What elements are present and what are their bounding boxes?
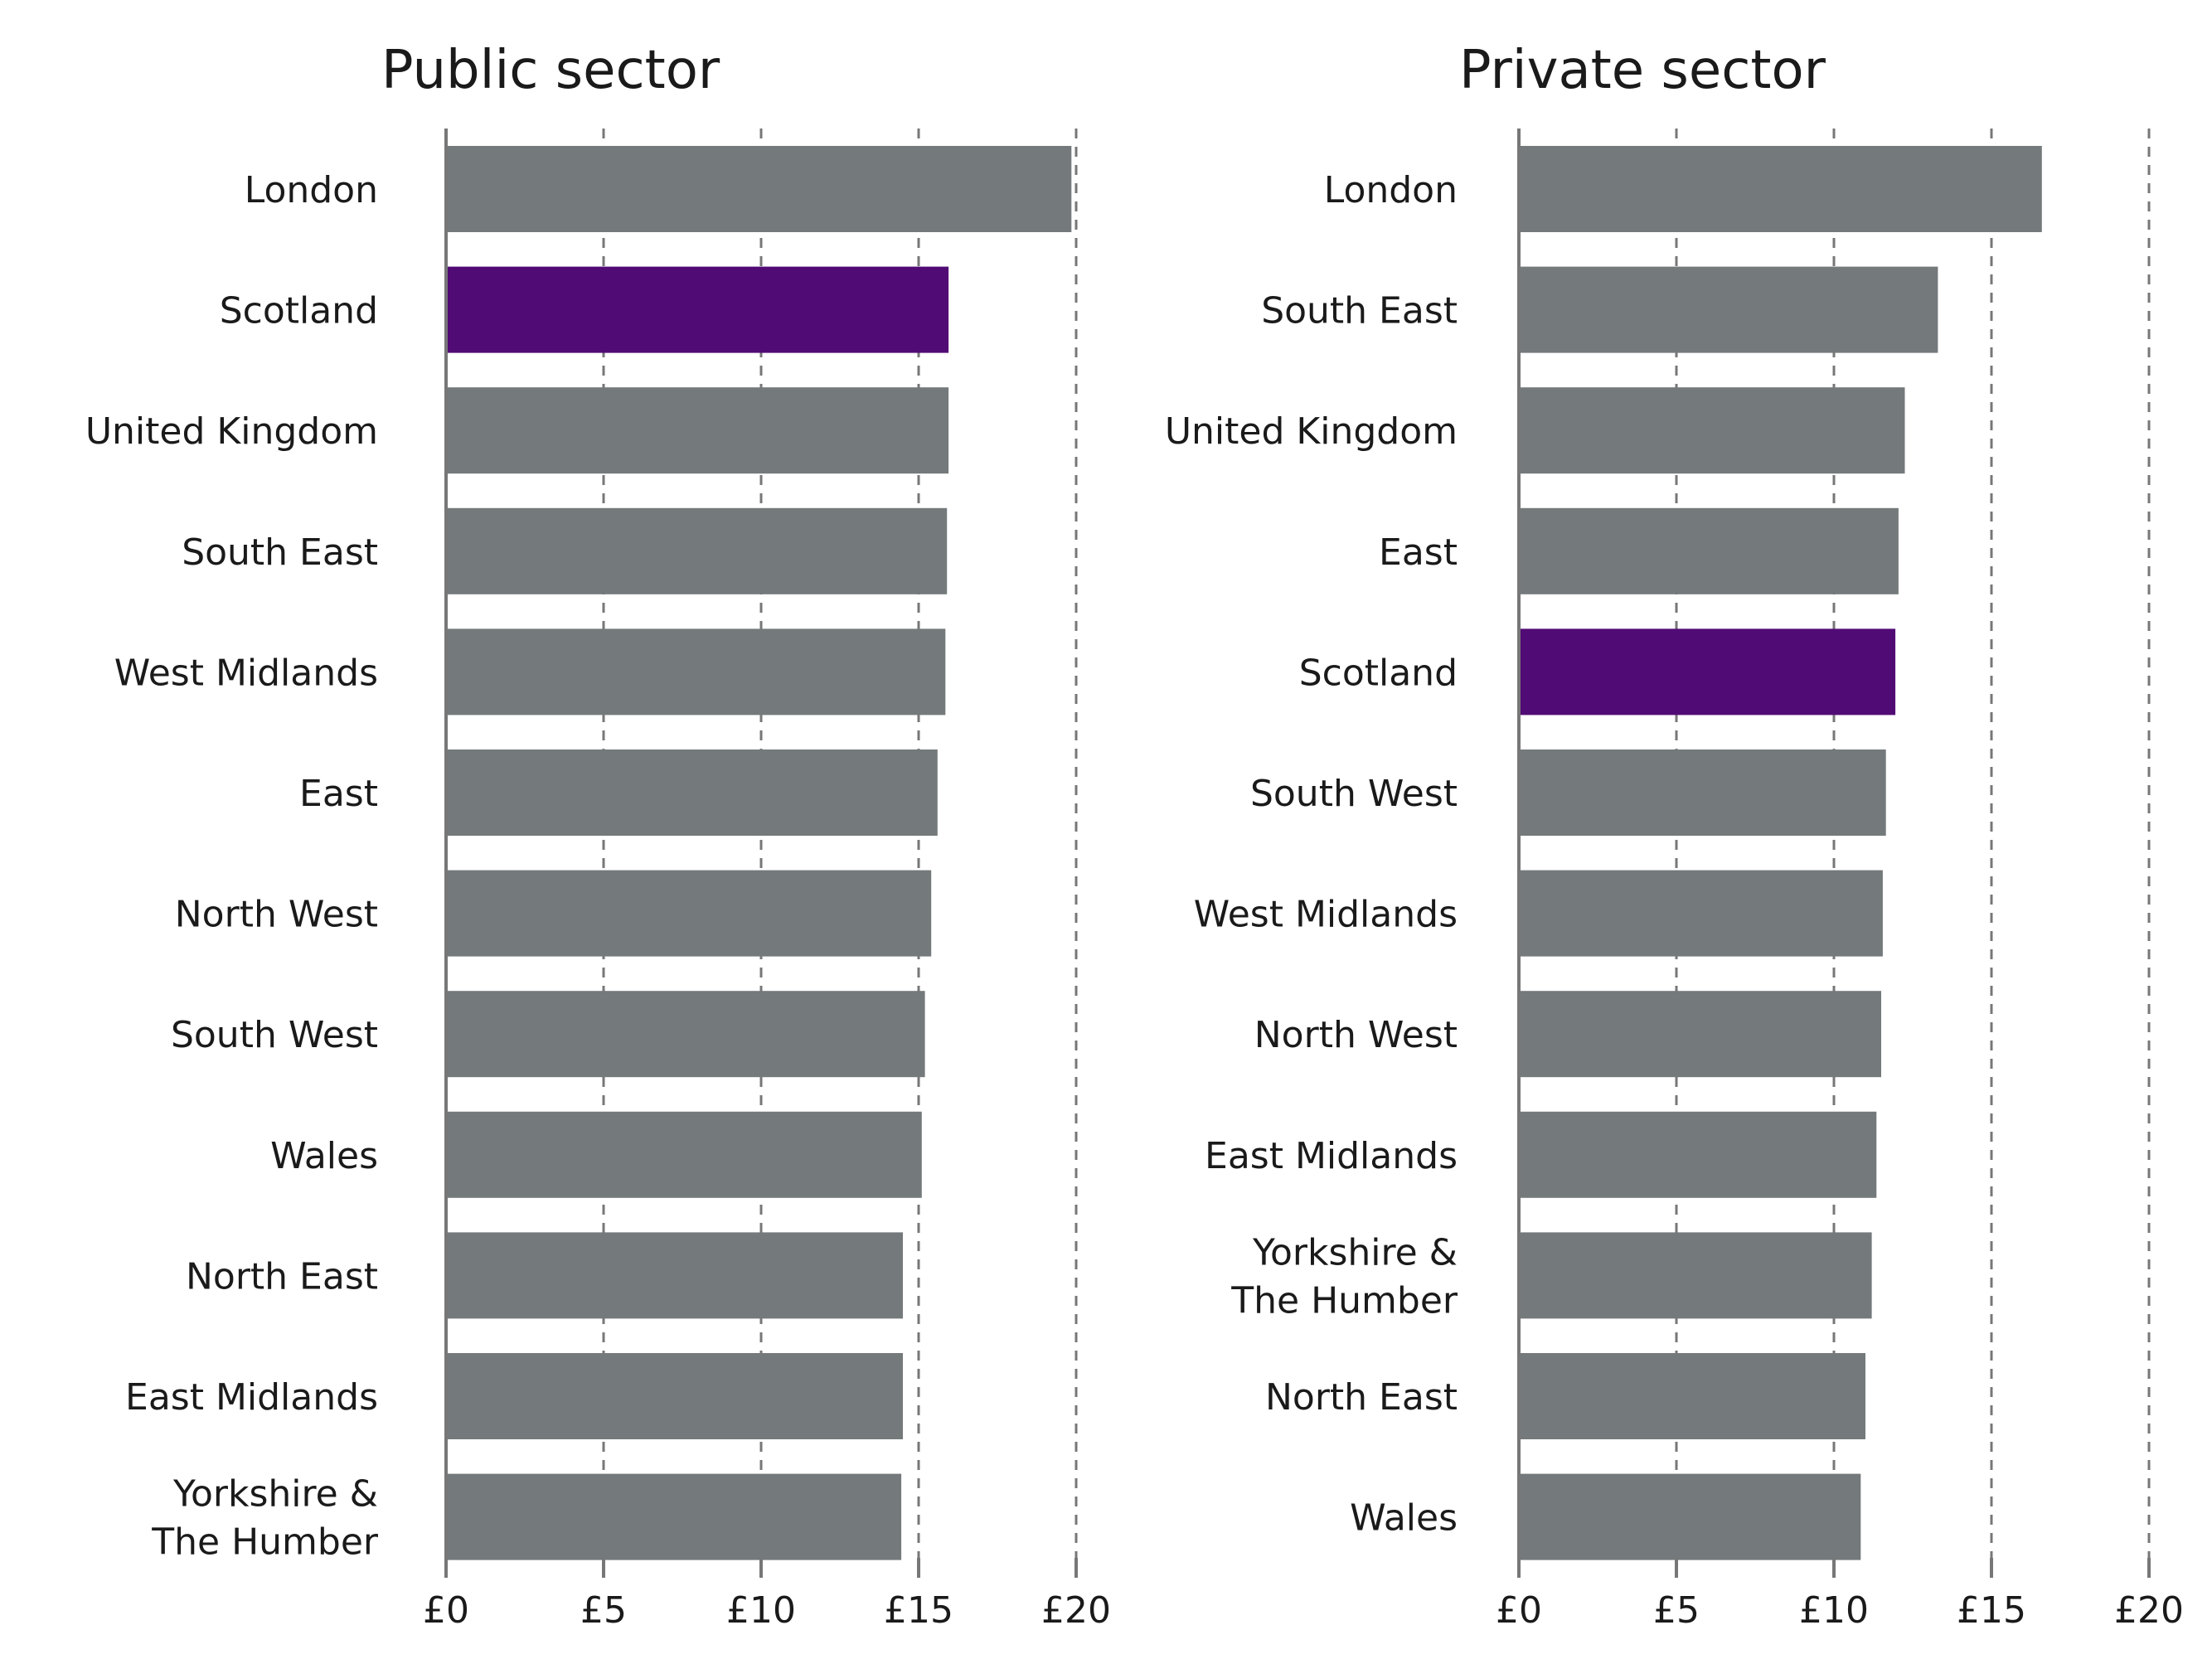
public-tick-label-0: £0 [423,1589,469,1632]
private-bar-yorkshire-the-humber [1519,1232,1872,1319]
private-bar-north-west [1519,991,1881,1078]
private-category-label: South West [1250,773,1458,815]
private-sector-panel: Private sector London South East United Ki… [1165,40,2184,1632]
public-category-label: Yorkshire & The Humber [151,1473,379,1564]
public-bar-scotland [446,266,949,353]
private-bar-south-west [1519,749,1886,836]
public-category-label: South West [171,1014,378,1056]
private-sector-title: Private sector [1459,40,1826,101]
private-bar-north-east [1519,1353,1865,1439]
private-category-label: East Midlands [1205,1135,1458,1177]
private-tick-label-10: £10 [1799,1589,1869,1632]
private-bar-scotland [1519,628,1896,716]
public-tick-label-5: £5 [580,1589,627,1632]
public-tick-label-15: £15 [884,1589,953,1632]
public-bar-south-west [446,991,925,1078]
public-bar-east [446,749,938,836]
public-bar-east-midlands [446,1353,903,1439]
public-bar-south-east [446,507,948,594]
private-category-label: United Kingdom [1165,410,1458,453]
private-category-label: London [1324,169,1458,211]
private-category-label: West Midlands [1194,894,1458,936]
private-category-label: Wales [1350,1497,1458,1540]
private-category-label: South East [1261,290,1458,332]
public-category-label: Scotland [220,290,378,332]
public-tick-label-10: £10 [726,1589,796,1632]
public-bar-north-west [446,870,932,957]
public-category-label: North West [175,894,378,936]
private-bar-east [1519,507,1899,594]
public-category-label: Wales [270,1135,378,1177]
private-category-label: North East [1265,1376,1458,1419]
private-bar-east-midlands [1519,1111,1877,1198]
private-bar-united-kingdom [1519,387,1905,474]
public-tick-label-20: £20 [1041,1589,1111,1632]
private-bar-south-east [1519,266,1938,353]
public-sector-title: Public sector [381,40,720,101]
private-tick-label-5: £5 [1653,1589,1700,1632]
private-category-label: North West [1254,1014,1458,1056]
private-category-label: Yorkshire & The Humber [1230,1231,1458,1322]
private-bar-wales [1519,1473,1861,1560]
private-tick-label-0: £0 [1496,1589,1542,1632]
public-bar-london [446,146,1072,232]
public-bar-yorkshire-the-humber [446,1473,902,1560]
public-category-label: East [299,773,378,815]
public-category-label: East Midlands [125,1376,378,1419]
public-bar-west-midlands [446,628,946,716]
public-category-label: North East [186,1255,378,1298]
private-bar-west-midlands [1519,870,1883,957]
private-tick-label-15: £15 [1957,1589,2026,1632]
private-category-label: East [1379,531,1458,574]
public-sector-panel: Public sector London Scotland United Kingd… [85,40,1111,1632]
private-category-label: Scotland [1299,652,1458,694]
public-category-label: South East [182,531,378,574]
public-category-label: West Midlands [114,652,378,694]
public-category-label: London [245,169,378,211]
private-bar-london [1519,146,2042,232]
public-bar-wales [446,1111,922,1198]
public-bar-united-kingdom [446,387,949,474]
public-category-label: United Kingdom [85,410,378,453]
public-bar-north-east [446,1232,903,1319]
private-tick-label-20: £20 [2114,1589,2184,1632]
